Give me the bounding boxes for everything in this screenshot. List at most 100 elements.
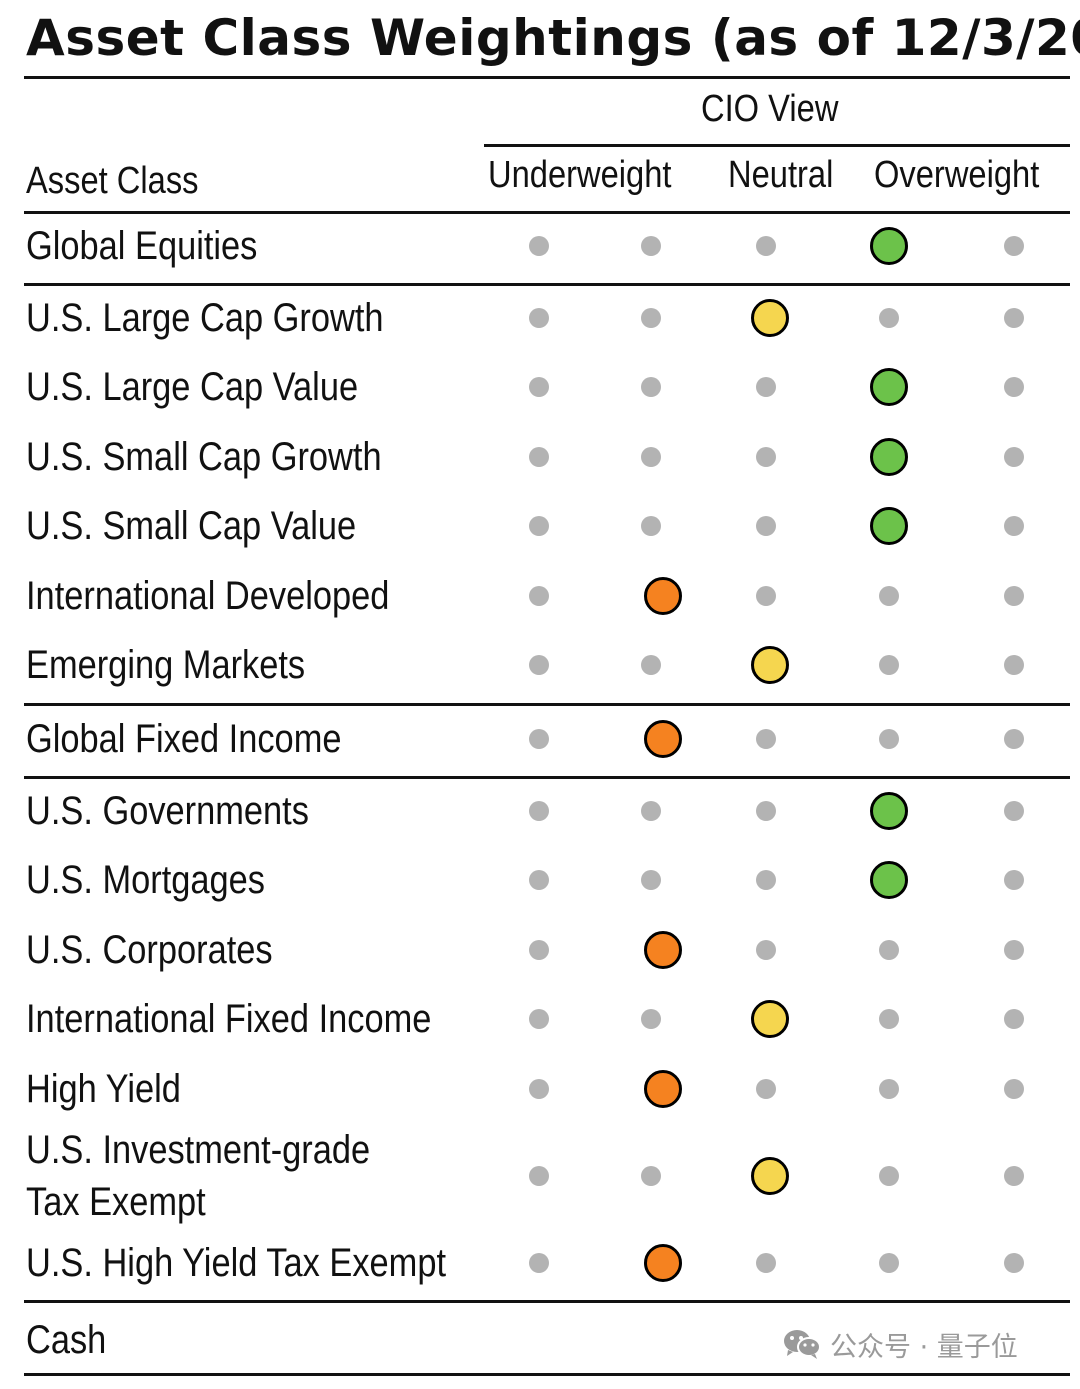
rating-marker-orange	[644, 577, 682, 615]
cio-view-header: CIO View	[701, 88, 839, 130]
rating-marker-green	[870, 507, 908, 545]
title-rule	[24, 76, 1070, 79]
scale-dot	[756, 516, 776, 536]
asset-class-header: Asset Class	[26, 160, 199, 202]
asset-class-label: Emerging Markets	[26, 643, 306, 687]
rating-marker-orange	[644, 1070, 682, 1108]
scale-dot	[756, 940, 776, 960]
asset-class-label: U.S. Small Cap Growth	[26, 435, 382, 479]
scale-dot	[1004, 447, 1024, 467]
scale-dot	[641, 308, 661, 328]
cio-view-rule	[484, 144, 1070, 147]
rating-marker-yellow	[751, 299, 789, 337]
scale-dot	[529, 1009, 549, 1029]
scale-dot	[529, 308, 549, 328]
asset-class-label: International Developed	[26, 574, 390, 618]
scale-dot	[529, 655, 549, 675]
scale-dot	[879, 1253, 899, 1273]
scale-dot	[1004, 801, 1024, 821]
scale-dot	[529, 1253, 549, 1273]
asset-class-label: U.S. Small Cap Value	[26, 504, 357, 548]
scale-dot	[641, 447, 661, 467]
scale-dot	[879, 586, 899, 606]
asset-class-label: International Fixed Income	[26, 997, 432, 1041]
scale-dot	[641, 801, 661, 821]
scale-dot	[641, 1166, 661, 1186]
rating-marker-green	[870, 792, 908, 830]
scale-dot	[879, 940, 899, 960]
scale-dot	[756, 870, 776, 890]
overweight-header: Overweight	[874, 154, 1040, 196]
underweight-header: Underweight	[488, 154, 672, 196]
asset-class-label: U.S. Large Cap Value	[26, 365, 359, 409]
asset-class-label: Cash	[26, 1318, 107, 1362]
asset-class-label: U.S. Governments	[26, 789, 309, 833]
asset-class-label: U.S. Large Cap Growth	[26, 296, 384, 340]
scale-dot	[1004, 1253, 1024, 1273]
scale-dot	[641, 655, 661, 675]
scale-dot	[529, 586, 549, 606]
scale-dot	[529, 729, 549, 749]
asset-class-label: Global Equities	[26, 224, 258, 268]
section-rule	[24, 1373, 1070, 1376]
scale-dot	[1004, 516, 1024, 536]
scale-dot	[1004, 308, 1024, 328]
scale-dot	[529, 1166, 549, 1186]
scale-dot	[529, 940, 549, 960]
wechat-icon	[782, 1328, 822, 1360]
scale-dot	[529, 1079, 549, 1099]
scale-dot	[529, 236, 549, 256]
scale-dot	[1004, 236, 1024, 256]
scale-dot	[1004, 729, 1024, 749]
rating-marker-yellow	[751, 646, 789, 684]
scale-dot	[879, 655, 899, 675]
asset-class-label: U.S. Mortgages	[26, 858, 265, 902]
scale-dot	[1004, 586, 1024, 606]
section-rule	[24, 703, 1070, 706]
scale-dot	[1004, 1166, 1024, 1186]
scale-dot	[529, 377, 549, 397]
section-rule	[24, 1300, 1070, 1303]
watermark: 公众号 · 量子位	[782, 1324, 1018, 1364]
scale-dot	[879, 308, 899, 328]
asset-class-label: U.S. Corporates	[26, 928, 273, 972]
asset-class-label: High Yield	[26, 1067, 181, 1111]
rating-marker-green	[870, 227, 908, 265]
scale-dot	[756, 447, 776, 467]
rating-marker-orange	[644, 1244, 682, 1282]
page-title: Asset Class Weightings (as of 12/3/2024	[26, 9, 1080, 67]
rating-marker-green	[870, 438, 908, 476]
scale-dot	[756, 236, 776, 256]
scale-dot	[1004, 1079, 1024, 1099]
scale-dot	[879, 1009, 899, 1029]
scale-dot	[879, 729, 899, 749]
scale-dot	[641, 516, 661, 536]
scale-dot	[756, 1079, 776, 1099]
scale-dot	[529, 870, 549, 890]
scale-dot	[756, 377, 776, 397]
scale-dot	[1004, 1009, 1024, 1029]
neutral-header: Neutral	[728, 154, 834, 196]
scale-dot	[879, 1079, 899, 1099]
asset-class-label: U.S. Investment-grade	[26, 1128, 371, 1172]
scale-dot	[641, 236, 661, 256]
scale-dot	[1004, 870, 1024, 890]
rating-marker-green	[870, 368, 908, 406]
scale-dot	[756, 729, 776, 749]
asset-class-label: Global Fixed Income	[26, 717, 342, 761]
rating-marker-yellow	[751, 1157, 789, 1195]
rating-marker-orange	[644, 931, 682, 969]
rating-marker-green	[870, 861, 908, 899]
scale-dot	[756, 801, 776, 821]
watermark-text: 公众号 · 量子位	[830, 1331, 1018, 1363]
scale-dot	[641, 870, 661, 890]
scale-dot	[756, 586, 776, 606]
scale-dot	[529, 801, 549, 821]
scale-dot	[756, 1253, 776, 1273]
rating-marker-yellow	[751, 1000, 789, 1038]
section-rule	[24, 776, 1070, 779]
section-rule	[24, 211, 1070, 214]
asset-class-label-line2: Tax Exempt	[26, 1180, 206, 1224]
scale-dot	[879, 1166, 899, 1186]
scale-dot	[641, 377, 661, 397]
